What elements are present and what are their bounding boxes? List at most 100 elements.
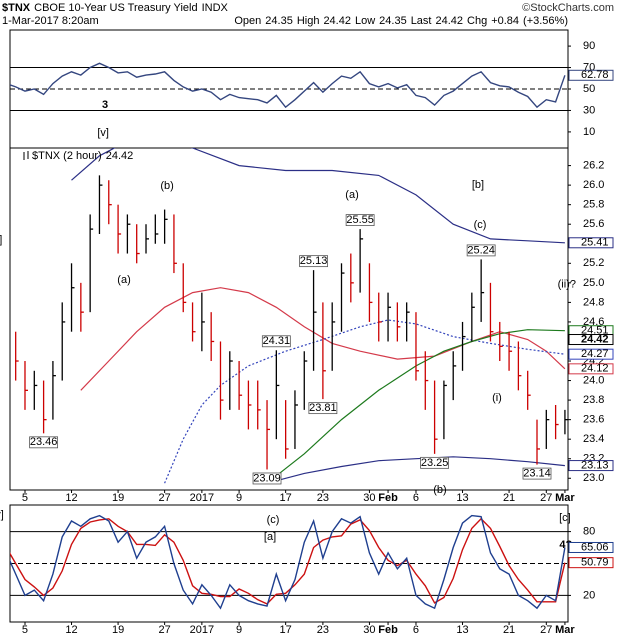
x-tick-label: 6: [413, 492, 419, 504]
y-tick-label: 25.8: [583, 199, 604, 211]
wave-label: (a): [345, 189, 358, 201]
value-box-label: 24.12: [581, 363, 609, 375]
x-tick-label: 27: [540, 624, 552, 636]
change-pct: (+3.56%): [523, 15, 568, 27]
instrument-name: CBOE 10-Year US Treasury Yield: [34, 2, 198, 14]
price-label: 23.81: [309, 402, 337, 414]
price-label-box: [252, 472, 282, 485]
y-tick-label: 20: [583, 589, 595, 601]
wave-label: (c): [267, 514, 280, 526]
y-tick-label: 90: [583, 40, 595, 52]
wave-label: (b): [433, 484, 446, 496]
wave-label: [a]: [264, 531, 276, 543]
price-label: 23.09: [253, 472, 281, 484]
x-tick-label: 13: [456, 492, 468, 504]
y-tick-label: 25.2: [583, 257, 604, 269]
overlay-line: [266, 329, 565, 484]
datetime: 1-Mar-2017 8:20am: [2, 15, 99, 28]
value-box: [568, 460, 614, 472]
y-tick-label: 23.6: [583, 414, 604, 426]
y-tick-label: 26.2: [583, 159, 604, 171]
wave-label: (b): [160, 180, 173, 192]
price-label: 25.24: [467, 244, 495, 256]
x-tick-label: 21: [503, 492, 515, 504]
x-tick-label: 5: [22, 492, 28, 504]
wave-label: [v]: [0, 509, 4, 521]
price-label: 23.25: [421, 457, 449, 469]
value-box-label: 24.27: [581, 348, 609, 360]
price-label: 23.46: [30, 436, 58, 448]
indicator-line: [10, 517, 566, 605]
plot-area: [15, 148, 568, 484]
panel-frame: [9, 147, 569, 491]
x-tick-label: Feb: [378, 492, 398, 504]
stat-label: High: [296, 15, 320, 27]
price-label: 23.14: [523, 468, 551, 480]
wave-label: (ii)?: [558, 279, 576, 291]
overlay-line: [71, 148, 565, 244]
price-label-box: [466, 244, 496, 257]
x-tick-label: 13: [456, 624, 468, 636]
value-box-label: 24.42: [581, 333, 609, 345]
y-tick-label: 24.8: [583, 296, 604, 308]
value-box: [568, 541, 614, 553]
price-label-box: [299, 255, 328, 268]
y-tick-label: 80: [583, 525, 595, 537]
x-tick-label: 27: [159, 492, 171, 504]
x-tick-label: 12: [65, 492, 77, 504]
legend-value: 24.42: [106, 150, 134, 162]
wave-label: 3: [102, 99, 108, 111]
datetime-text: 1-Mar-2017 8:20am: [2, 15, 99, 27]
header-title: $TNX CBOE 10-Year US Treasury Yield INDX: [2, 2, 228, 15]
stat-value: 24.35: [379, 15, 407, 27]
x-tick-label: 30: [363, 492, 375, 504]
value-box: [568, 557, 614, 569]
y-tick-label: 23.8: [583, 394, 604, 406]
x-tick-label: 2017: [190, 624, 214, 636]
indicator-line: [10, 514, 566, 610]
price-label: 25.55: [346, 214, 374, 226]
value-box-label: 62.78: [581, 69, 609, 81]
value-box-label: 24.51: [581, 325, 609, 337]
legend-label: $TNX (2 hour): [32, 150, 102, 162]
y-tick-label: 30: [583, 104, 595, 116]
x-tick-label: 5: [22, 624, 28, 636]
x-tick-label: 27: [540, 492, 552, 504]
x-tick-label: 23: [317, 624, 329, 636]
x-tick-label: 9: [236, 624, 242, 636]
y-tick-label: 24.6: [583, 316, 604, 328]
value-box: [568, 348, 614, 360]
credit: ©StockCharts.com: [522, 2, 614, 15]
stat-value: 24.42: [323, 15, 351, 27]
x-tick-label: 17: [280, 624, 292, 636]
x-tick-label: Feb: [378, 624, 398, 636]
price-label-box: [29, 436, 59, 449]
price-label-box: [522, 467, 552, 480]
stat-value: +0.84: [491, 15, 520, 27]
overlay-line: [266, 456, 565, 484]
wave-label: (a): [117, 274, 130, 286]
price-label: 24.31: [263, 335, 291, 347]
credit-text: ©StockCharts.com: [522, 2, 614, 14]
x-tick-label: 2017: [190, 492, 214, 504]
price-label: 25.13: [300, 255, 328, 267]
y-tick-label: 10: [583, 126, 595, 138]
y-tick-label: 50: [583, 83, 595, 95]
x-tick-label: Mar: [555, 624, 575, 636]
price-label-box: [308, 402, 338, 415]
value-box-label: 65.06: [581, 541, 609, 553]
indicator-line: [10, 62, 566, 109]
x-tick-label: 12: [65, 624, 77, 636]
y-tick-label: 25.0: [583, 277, 604, 289]
value-box-label: 50.79: [581, 557, 609, 569]
stat-label: Low: [354, 15, 376, 27]
stat-value: 24.35: [265, 15, 293, 27]
x-tick-label: 9: [236, 492, 242, 504]
wave-label: (i): [492, 392, 502, 404]
x-tick-label: 17: [280, 492, 292, 504]
stat-value: 24.42: [435, 15, 464, 27]
y-tick-label: 23.4: [583, 433, 604, 445]
x-tick-label: 23: [317, 492, 329, 504]
